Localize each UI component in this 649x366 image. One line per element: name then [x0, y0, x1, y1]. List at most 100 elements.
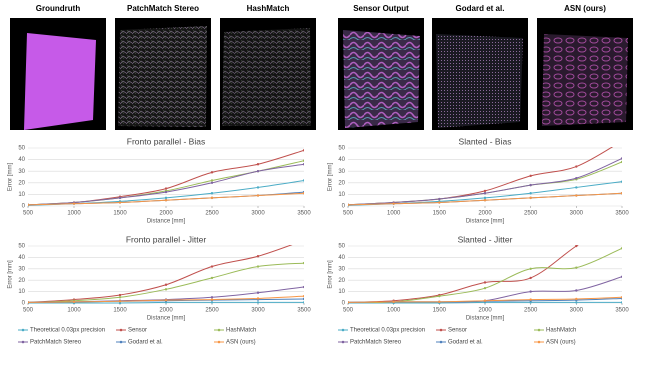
point	[210, 301, 214, 304]
legend-marker	[217, 328, 221, 332]
y-tick-label: 40	[338, 255, 345, 261]
x-tick-label: 2500	[524, 211, 538, 217]
point	[256, 163, 260, 166]
y-tick-label: 30	[338, 266, 345, 272]
point	[302, 163, 304, 166]
y-tick-label: 30	[18, 266, 25, 272]
x-tick-label: 2500	[205, 308, 219, 314]
point	[438, 201, 441, 204]
x-tick-label: 3000	[251, 211, 265, 217]
point	[28, 301, 30, 304]
image-texture	[118, 26, 207, 127]
point	[164, 288, 168, 291]
legend-marker	[119, 340, 123, 344]
x-tick-label: 3500	[297, 211, 311, 217]
y-tick-label: 50	[338, 244, 345, 250]
point	[164, 190, 168, 194]
point	[620, 275, 622, 278]
point	[118, 196, 122, 200]
x-tick-label: 2500	[524, 308, 538, 314]
y-tick-label: 0	[342, 301, 346, 307]
y-tick-label: 40	[18, 255, 25, 261]
chart-title: Fronto parallel - Jitter	[126, 234, 206, 244]
plot	[28, 149, 304, 207]
image-texture	[436, 34, 523, 128]
x-tick-label: 1000	[387, 308, 401, 314]
point	[302, 192, 304, 195]
x-tick-label: 3000	[570, 308, 584, 314]
legend-label: Theoretical 0.03px precision	[350, 328, 425, 334]
image-texture	[222, 28, 311, 126]
x-tick-label: 3000	[251, 308, 265, 314]
x-tick-label: 1500	[433, 211, 447, 217]
x-tick-label: 2000	[159, 211, 173, 217]
y-tick-label: 40	[338, 157, 345, 163]
legend-marker	[119, 328, 123, 332]
legend-label: Sensor	[448, 328, 467, 334]
point	[164, 196, 168, 200]
panel-label: Godard et al.	[456, 4, 505, 13]
legend-label: HashMatch	[226, 328, 256, 334]
x-tick-label: 3500	[615, 308, 629, 314]
y-tick-label: 50	[18, 244, 25, 250]
point	[392, 202, 395, 205]
legend-marker	[21, 328, 25, 332]
point	[483, 199, 487, 202]
x-axis-label: Distance [mm]	[466, 316, 505, 322]
y-tick-label: 10	[18, 289, 25, 295]
point	[256, 291, 260, 294]
legend-label: Godard et al.	[128, 340, 163, 346]
point	[575, 297, 578, 301]
y-tick-label: 50	[338, 146, 345, 152]
point	[575, 194, 578, 197]
point	[529, 267, 532, 270]
point	[529, 290, 532, 293]
point	[210, 192, 214, 195]
point	[256, 297, 260, 300]
legend-label: HashMatch	[546, 328, 576, 334]
point	[483, 281, 487, 284]
x-tick-label: 2000	[159, 308, 173, 314]
point	[392, 300, 395, 304]
x-tick-label: 1500	[433, 308, 447, 314]
point	[302, 301, 304, 304]
point	[118, 296, 122, 299]
point	[302, 297, 304, 301]
x-tick-label: 2000	[478, 211, 492, 217]
point	[302, 179, 304, 182]
point	[118, 293, 122, 297]
legend-label: ASN (ours)	[546, 340, 576, 346]
point	[256, 301, 260, 304]
x-tick-label: 3000	[570, 211, 584, 217]
x-tick-label: 1000	[67, 308, 81, 314]
x-tick-label: 1500	[113, 211, 127, 217]
point	[256, 170, 260, 173]
point	[210, 276, 214, 280]
point	[575, 186, 578, 189]
point	[118, 301, 122, 304]
point	[72, 202, 76, 205]
x-tick-label: 3500	[615, 211, 629, 217]
panel-label: PatchMatch Stereo	[127, 4, 199, 13]
point	[438, 197, 441, 201]
x-tick-label: 1500	[113, 308, 127, 314]
point	[575, 266, 578, 269]
y-tick-label: 10	[18, 192, 25, 198]
point	[529, 192, 532, 195]
legend-marker	[21, 340, 25, 344]
point	[529, 183, 532, 187]
point	[164, 187, 168, 190]
y-tick-label: 0	[342, 204, 346, 210]
point	[621, 140, 623, 142]
point	[72, 300, 76, 304]
point	[348, 301, 350, 304]
point	[575, 301, 578, 304]
y-axis-label: Error [mm]	[328, 163, 334, 192]
plot	[28, 245, 304, 304]
point	[620, 180, 622, 183]
point	[438, 300, 441, 304]
point	[348, 203, 350, 207]
point	[164, 199, 168, 202]
point	[620, 301, 622, 304]
